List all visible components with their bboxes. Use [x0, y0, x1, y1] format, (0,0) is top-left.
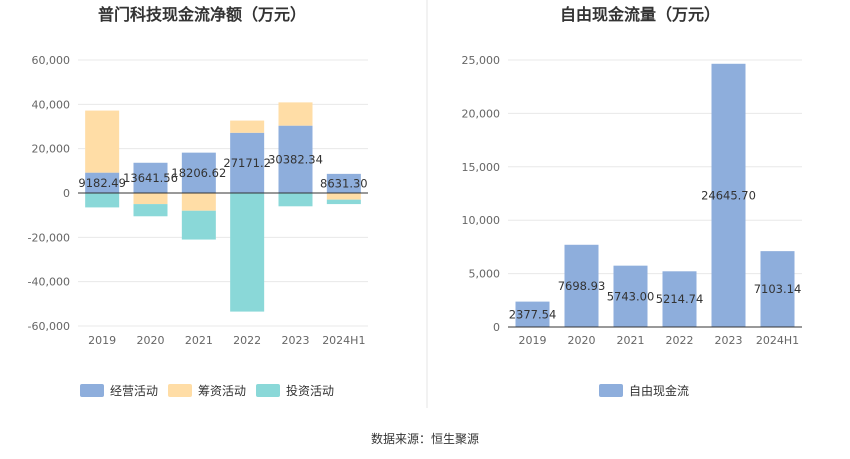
right-grid: [508, 59, 802, 275]
bar-financing-2023[interactable]: [278, 102, 313, 126]
x-tick-label: 2021: [617, 334, 645, 347]
bar-free-cash-flow-2021[interactable]: [613, 265, 648, 327]
right-x-axis: 2019 2020 2021 2022 2023 2024H1: [519, 334, 800, 347]
left-grid: [78, 59, 368, 327]
y-tick-label: 0: [493, 321, 500, 334]
left-x-axis: 2019 2020 2021 2022 2023 2024H1: [88, 334, 365, 347]
data-label: 18206.62: [171, 166, 226, 180]
legend-swatch[interactable]: [256, 384, 280, 397]
bar-operating-2020[interactable]: [133, 162, 168, 193]
data-label: 13641.56: [123, 171, 178, 185]
left-y-axis: 60,000 40,000 20,000 0 -20,000 -40,000 -60,000: [28, 54, 70, 333]
x-tick-label: 2019: [88, 334, 116, 347]
bar-operating-2023[interactable]: [278, 125, 313, 193]
bar-financing-2020[interactable]: [133, 193, 168, 205]
data-label: 5743.00: [607, 289, 655, 303]
y-tick-label: 40,000: [32, 98, 71, 111]
free-cash-flow-chart: 自由现金流量（万元） 25,000 20,000 15,000 10,000 5,000…: [462, 5, 802, 398]
bar-investing-2022[interactable]: [230, 193, 265, 312]
bar-financing-2021[interactable]: [181, 193, 216, 211]
bar-free-cash-flow-2020[interactable]: [564, 244, 599, 327]
y-tick-label: -20,000: [28, 231, 70, 244]
cash-flow-net-chart: 普门科技现金流净额（万元） 60,000 40,000 20,000 0 -20,000…: [28, 5, 368, 398]
x-tick-label: 2023: [282, 334, 310, 347]
legend-label[interactable]: 筹资活动: [198, 384, 246, 398]
bar-investing-2020[interactable]: [133, 204, 168, 217]
bar-free-cash-flow-2022[interactable]: [662, 271, 697, 327]
bar-investing-2021[interactable]: [181, 210, 216, 240]
y-tick-label: 15,000: [462, 161, 501, 174]
right-bars: [515, 63, 795, 327]
bar-operating-2019[interactable]: [85, 172, 120, 193]
legend-swatch[interactable]: [168, 384, 192, 397]
data-label: 24645.70: [701, 188, 756, 202]
y-tick-label: 5,000: [469, 268, 501, 281]
bar-free-cash-flow-2024H1[interactable]: [760, 251, 795, 327]
x-tick-label: 2022: [666, 334, 694, 347]
bar-operating-2024H1[interactable]: [326, 173, 361, 193]
legend-swatch[interactable]: [599, 384, 623, 397]
data-label: 30382.34: [268, 152, 323, 166]
bar-free-cash-flow-2023[interactable]: [711, 63, 746, 327]
x-tick-label: 2022: [233, 334, 261, 347]
x-tick-label: 2019: [519, 334, 547, 347]
data-label: 8631.30: [320, 176, 368, 190]
legend-label[interactable]: 自由现金流: [629, 383, 689, 398]
bar-free-cash-flow-2019[interactable]: [515, 301, 550, 327]
data-label: 5214.74: [656, 292, 704, 306]
x-tick-label: 2023: [715, 334, 743, 347]
x-tick-label: 2020: [568, 334, 596, 347]
y-tick-label: 10,000: [462, 214, 501, 227]
data-label: 9182.49: [78, 176, 126, 190]
legend-label[interactable]: 投资活动: [286, 383, 334, 398]
right-chart-title: 自由现金流量（万元）: [560, 5, 720, 24]
left-bars: [85, 102, 361, 312]
y-tick-label: 60,000: [32, 54, 71, 67]
x-tick-label: 2020: [137, 334, 165, 347]
bar-operating-2021[interactable]: [181, 152, 216, 193]
y-tick-label: 25,000: [462, 54, 501, 67]
bar-financing-2024H1[interactable]: [326, 193, 361, 200]
bar-financing-2019[interactable]: [85, 110, 120, 173]
bar-financing-2022[interactable]: [230, 120, 265, 133]
data-label: 27171.2: [223, 156, 271, 170]
right-y-axis: 25,000 20,000 15,000 10,000 5,000 0: [462, 54, 501, 334]
x-tick-label: 2024H1: [322, 334, 365, 347]
bar-investing-2019[interactable]: [85, 193, 120, 208]
right-legend[interactable]: 自由现金流: [599, 383, 689, 398]
y-tick-label: -40,000: [28, 276, 70, 289]
bar-investing-2023[interactable]: [278, 193, 313, 207]
data-label: 2377.54: [509, 307, 557, 321]
left-legend[interactable]: 经营活动 筹资活动 投资活动: [80, 383, 334, 398]
left-chart-title: 普门科技现金流净额（万元）: [98, 5, 306, 24]
data-label: 7103.14: [754, 282, 802, 296]
y-tick-label: -60,000: [28, 320, 70, 333]
y-tick-label: 20,000: [462, 107, 501, 120]
x-tick-label: 2021: [185, 334, 213, 347]
y-tick-label: 20,000: [32, 143, 71, 156]
data-source-note: 数据来源：恒生聚源: [371, 431, 479, 446]
legend-label[interactable]: 经营活动: [110, 384, 158, 398]
x-tick-label: 2024H1: [756, 334, 799, 347]
data-label: 7698.93: [558, 279, 606, 293]
bar-investing-2024H1[interactable]: [326, 199, 361, 205]
bar-operating-2022[interactable]: [230, 132, 265, 193]
y-tick-label: 0: [63, 187, 70, 200]
legend-swatch[interactable]: [80, 384, 104, 397]
